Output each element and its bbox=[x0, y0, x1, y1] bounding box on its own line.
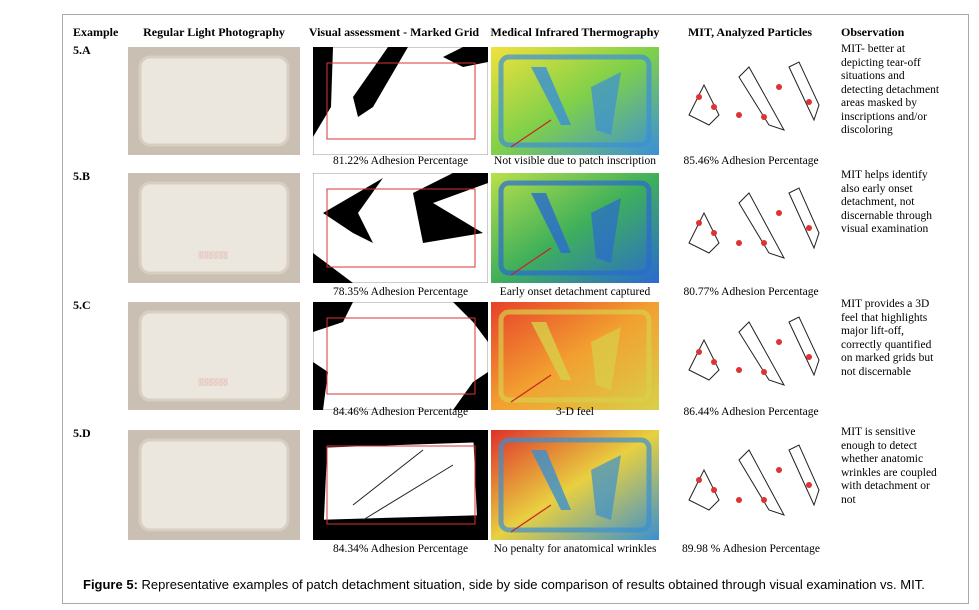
grid-art bbox=[313, 47, 488, 155]
mit-caption: 86.44% Adhesion Percentage bbox=[683, 406, 819, 418]
mit-art bbox=[669, 173, 833, 283]
photo-art bbox=[128, 430, 300, 540]
grid-caption: 84.46% Adhesion Percentage bbox=[332, 406, 469, 418]
photo-art: ░░░░░░ bbox=[128, 302, 300, 410]
photo: ░░░░░░ bbox=[128, 302, 300, 410]
photo bbox=[128, 47, 300, 155]
row-example: 5.D bbox=[73, 426, 91, 440]
thermo bbox=[491, 430, 659, 540]
photo-inscription: ░░░░░░ bbox=[198, 378, 228, 386]
observation: MIT helps identify also early onset deta… bbox=[841, 169, 933, 235]
header-mit: MIT, Analyzed Particles bbox=[687, 25, 813, 39]
figure-caption: Figure 5: Representative examples of pat… bbox=[83, 577, 963, 592]
photo-inscription: ░░░░░░ bbox=[198, 251, 228, 259]
photo-art: ░░░░░░ bbox=[128, 173, 300, 283]
thermo-art bbox=[491, 173, 659, 283]
thermo bbox=[491, 173, 659, 283]
thermo-art bbox=[491, 302, 659, 410]
grid-art bbox=[313, 173, 488, 283]
observation: MIT provides a 3D feel that highlights m… bbox=[841, 298, 934, 378]
mit-art bbox=[669, 430, 833, 540]
mit-caption: 89.98 % Adhesion Percentage bbox=[682, 543, 820, 555]
grid bbox=[313, 47, 488, 155]
mit-art bbox=[669, 47, 833, 155]
photo-art bbox=[128, 47, 300, 155]
caption-label: Figure 5: bbox=[83, 577, 138, 592]
thermo bbox=[491, 302, 659, 410]
header-thermo: Medical Infrared Thermography bbox=[490, 25, 660, 39]
observation: MIT- better at depicting tear-off situat… bbox=[841, 43, 940, 136]
grid-caption: 81.22% Adhesion Percentage bbox=[332, 155, 469, 167]
thermo-caption: No penalty for anatomical wrinkles bbox=[493, 543, 657, 555]
mit-caption: 80.77% Adhesion Percentage bbox=[683, 286, 819, 298]
mit bbox=[669, 173, 833, 283]
photo bbox=[128, 430, 300, 540]
row-example: 5.B bbox=[73, 169, 91, 183]
mit bbox=[669, 430, 833, 540]
thermo-art bbox=[491, 430, 659, 540]
grid bbox=[313, 173, 488, 283]
thermo-art bbox=[491, 47, 659, 155]
photo: ░░░░░░ bbox=[128, 173, 300, 283]
grid-art bbox=[313, 430, 488, 540]
row-example: 5.A bbox=[73, 43, 91, 57]
header-example: Example bbox=[73, 25, 119, 39]
grid bbox=[313, 302, 488, 410]
thermo-caption: Not visible due to patch inscription bbox=[494, 155, 656, 167]
header-photo: Regular Light Photography bbox=[143, 25, 285, 39]
mit bbox=[669, 302, 833, 410]
mit-caption: 85.46% Adhesion Percentage bbox=[683, 155, 819, 167]
grid-art bbox=[313, 302, 488, 410]
thermo-caption: 3-D feel bbox=[556, 406, 594, 418]
header-grid: Visual assessment - Marked Grid bbox=[308, 25, 480, 39]
row-example: 5.C bbox=[73, 298, 91, 312]
caption-text: Representative examples of patch detachm… bbox=[141, 577, 925, 592]
thermo-caption: Early onset detachment captured bbox=[499, 286, 651, 298]
observation: MIT is sensitive enough to detect whethe… bbox=[841, 426, 937, 506]
header-observation: Observation bbox=[841, 25, 905, 39]
grid bbox=[313, 430, 488, 540]
thermo bbox=[491, 47, 659, 155]
mit bbox=[669, 47, 833, 155]
mit-art bbox=[669, 302, 833, 410]
grid-caption: 84.34% Adhesion Percentage bbox=[332, 543, 469, 555]
figure: Example Regular Light Photography Visual… bbox=[62, 14, 969, 604]
grid-caption: 78.35% Adhesion Percentage bbox=[332, 286, 469, 298]
